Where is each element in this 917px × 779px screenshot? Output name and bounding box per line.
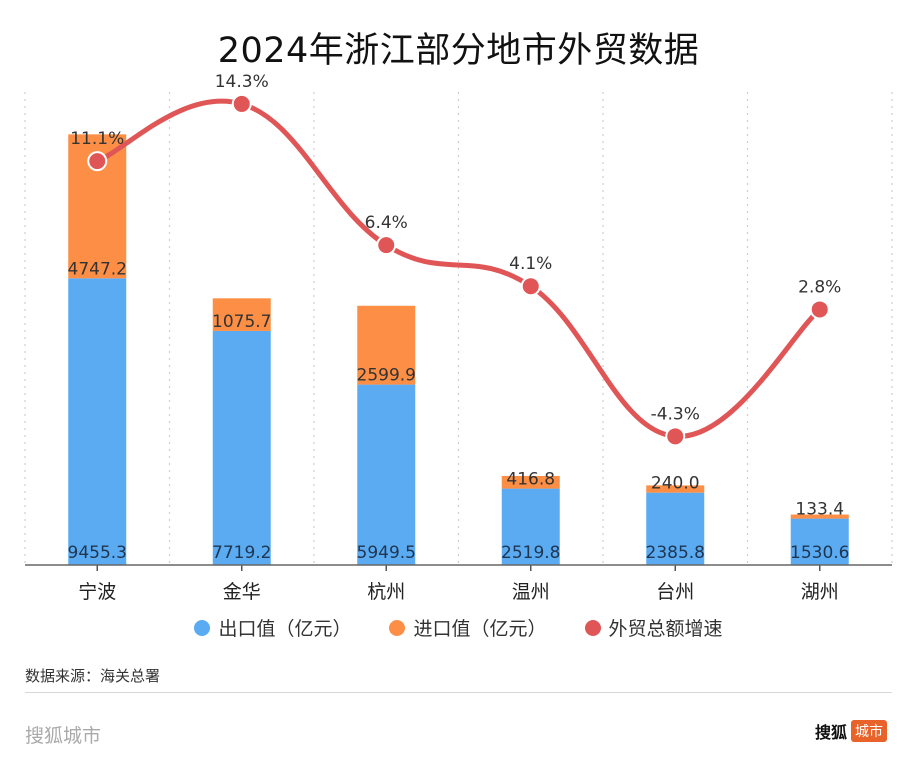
x-tick-label: 台州 (656, 581, 694, 603)
brand-watermark: 搜狐城市 (25, 725, 102, 747)
growth-point (376, 235, 397, 256)
legend-item-import[interactable]: 进口值（亿元） (389, 614, 547, 641)
brand-logo-badge: 城市 (851, 720, 887, 742)
x-tick-label: 宁波 (78, 581, 116, 603)
growth-point (809, 299, 830, 320)
label-import: 4747.2 (68, 259, 127, 279)
label-growth: 2.8% (798, 277, 841, 297)
bar-import (790, 514, 849, 519)
bar-export (212, 330, 271, 565)
x-axis: 宁波 金华 杭州 温州 台州 湖州 (25, 564, 892, 603)
label-import: 1075.7 (212, 312, 271, 332)
bar-export (68, 278, 127, 565)
label-growth: 11.1% (70, 129, 124, 149)
label-growth: -4.3% (651, 404, 700, 424)
growth-point (665, 426, 686, 447)
label-growth: 14.3% (215, 72, 269, 92)
label-export: 1530.6 (790, 543, 849, 563)
label-export: 7719.2 (212, 543, 271, 563)
brand-logo-text: 搜狐 (814, 723, 847, 742)
bar-export (501, 488, 560, 565)
bars (68, 134, 849, 565)
label-import: 240.0 (651, 474, 700, 494)
footer-divider (25, 692, 892, 693)
bar-export (646, 492, 705, 565)
label-import: 133.4 (795, 500, 844, 520)
bar-import (501, 475, 560, 489)
bar-import (646, 485, 705, 493)
legend-export-label: 出口值（亿元） (218, 618, 352, 640)
legend-export-dot-icon (194, 619, 211, 636)
x-tick-label: 湖州 (801, 581, 839, 603)
x-tick-label: 温州 (512, 581, 550, 603)
chart-title: 2024年浙江部分地市外贸数据 (217, 31, 700, 71)
label-export: 9455.3 (68, 543, 127, 563)
growth-line (87, 93, 830, 447)
label-growth: 4.1% (509, 254, 552, 274)
legend-import-dot-icon (389, 619, 406, 636)
chart-plot: 宁波 金华 杭州 温州 台州 湖州 9455.3 4747.2 7719.2 1075.7 594… (24, 72, 893, 603)
bar-export (790, 518, 849, 565)
label-export: 2385.8 (646, 543, 705, 563)
bar-import (357, 305, 416, 385)
grid-lines (24, 92, 893, 565)
legend-item-export[interactable]: 出口值（亿元） (194, 614, 351, 641)
growth-line-path (94, 98, 823, 439)
growth-point (520, 276, 541, 297)
legend-import-label: 进口值（亿元） (413, 618, 547, 640)
label-import: 2599.9 (357, 366, 416, 386)
legend-growth-dot-icon (584, 619, 601, 636)
data-source: 数据来源：海关总署 (25, 667, 161, 685)
legend: 出口值（亿元） 进口值（亿元） 外贸总额增速 (0, 614, 917, 641)
label-growth: 6.4% (365, 213, 408, 233)
label-export: 5949.5 (357, 543, 416, 563)
growth-point (87, 151, 108, 172)
legend-growth-label: 外贸总额增速 (608, 618, 723, 640)
label-import: 416.8 (506, 470, 555, 490)
growth-point (231, 93, 252, 114)
legend-item-growth[interactable]: 外贸总额增速 (584, 614, 723, 641)
x-tick-label: 金华 (223, 581, 261, 603)
x-tick-label: 杭州 (367, 581, 405, 603)
bar-export (357, 384, 416, 565)
data-labels: 9455.3 4747.2 7719.2 1075.7 5949.5 2599.9 2519… (68, 72, 850, 563)
label-export: 2519.8 (501, 543, 560, 563)
bar-import (212, 298, 271, 331)
brand-logo: 搜狐 城市 (815, 719, 887, 743)
